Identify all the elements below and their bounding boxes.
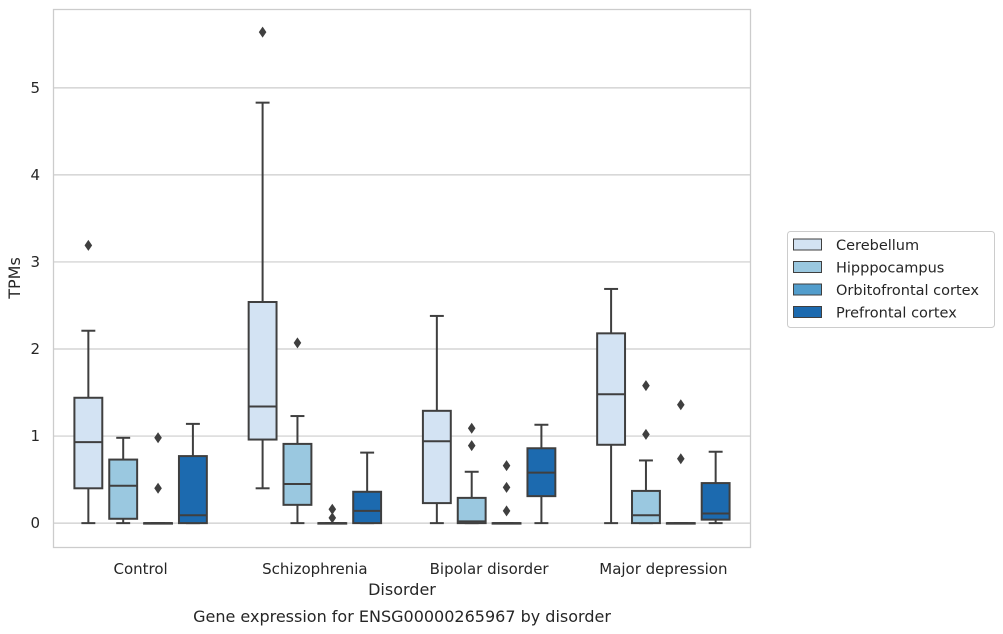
legend-items: Cerebellum Hipppocampus Orbitofrontal cort… <box>793 238 979 322</box>
outlier-point <box>328 503 337 515</box>
box-group <box>421 314 452 525</box>
outlier-point <box>642 428 650 440</box>
outlier-point <box>502 460 511 472</box>
box-group <box>526 423 557 525</box>
legend-label: Orbitofrontal cortex <box>836 283 979 299</box>
box-iqr <box>456 496 487 525</box>
box-group <box>491 460 522 525</box>
legend-swatch <box>793 261 822 273</box>
legend: Cerebellum Hipppocampus Orbitofrontal cort… <box>787 231 995 328</box>
y-tick-labels: 0 1 2 3 4 5 <box>30 79 40 532</box>
legend-label: Hipppocampus <box>836 261 944 277</box>
outlier-point <box>84 239 93 251</box>
box-group <box>596 287 627 525</box>
box-group <box>631 380 661 525</box>
box-group <box>665 399 696 525</box>
plot-area-frame <box>52 8 752 549</box>
outlier-point <box>154 482 162 494</box>
box-iqr <box>108 458 139 520</box>
box-iqr <box>631 489 661 525</box>
box-group <box>352 451 383 525</box>
outlier-point <box>677 453 685 465</box>
outlier-point <box>642 380 650 392</box>
box-group <box>456 422 487 525</box>
outlier-point <box>677 399 685 411</box>
y-tick-label: 0 <box>30 514 40 532</box>
box-group <box>700 450 731 525</box>
x-tick-label: Schizophrenia <box>262 560 367 578</box>
outlier-point <box>502 481 511 493</box>
box-group <box>317 503 348 525</box>
box-group <box>247 26 278 490</box>
x-tick-label: Control <box>114 560 168 578</box>
box-iqr <box>177 455 208 525</box>
chart-title: Gene expression for ENSG00000265967 by d… <box>193 607 611 626</box>
y-axis-label: TPMs <box>5 257 24 300</box>
y-tick-label: 5 <box>30 79 40 97</box>
outlier-point <box>258 26 267 38</box>
box-group <box>177 422 208 525</box>
legend-frame <box>787 231 995 328</box>
box-iqr <box>247 301 278 441</box>
outlier-point <box>467 422 476 434</box>
legend-swatch <box>793 283 822 296</box>
box-group <box>282 337 313 525</box>
legend-label: Prefrontal cortex <box>836 306 957 322</box>
legend-swatch <box>793 306 822 318</box>
box-iqr <box>352 490 383 525</box>
box-iqr <box>421 409 452 505</box>
legend-swatch <box>793 238 822 251</box>
box-group <box>73 239 104 525</box>
outlier-point <box>293 337 302 349</box>
x-axis-label: Disorder <box>368 580 436 599</box>
box-iqr <box>282 442 313 506</box>
outlier-point <box>154 432 162 444</box>
y-tick-label: 2 <box>30 340 40 358</box>
gridlines <box>53 87 751 524</box>
outlier-point <box>467 440 476 452</box>
box-group <box>143 432 173 525</box>
y-tick-label: 1 <box>30 427 40 445</box>
x-tick-label: Major depression <box>599 560 727 578</box>
y-tick-label: 3 <box>30 253 40 271</box>
boxes <box>73 26 731 525</box>
box-group <box>108 436 139 525</box>
outlier-point <box>502 505 511 517</box>
box-iqr <box>596 332 627 446</box>
outlier-point <box>328 512 337 524</box>
x-tick-labels: Control Schizophrenia Bipolar disorder Majo… <box>114 560 728 578</box>
legend-label: Cerebellum <box>836 238 919 254</box>
x-tick-label: Bipolar disorder <box>430 560 550 578</box>
y-tick-label: 4 <box>30 166 40 184</box>
